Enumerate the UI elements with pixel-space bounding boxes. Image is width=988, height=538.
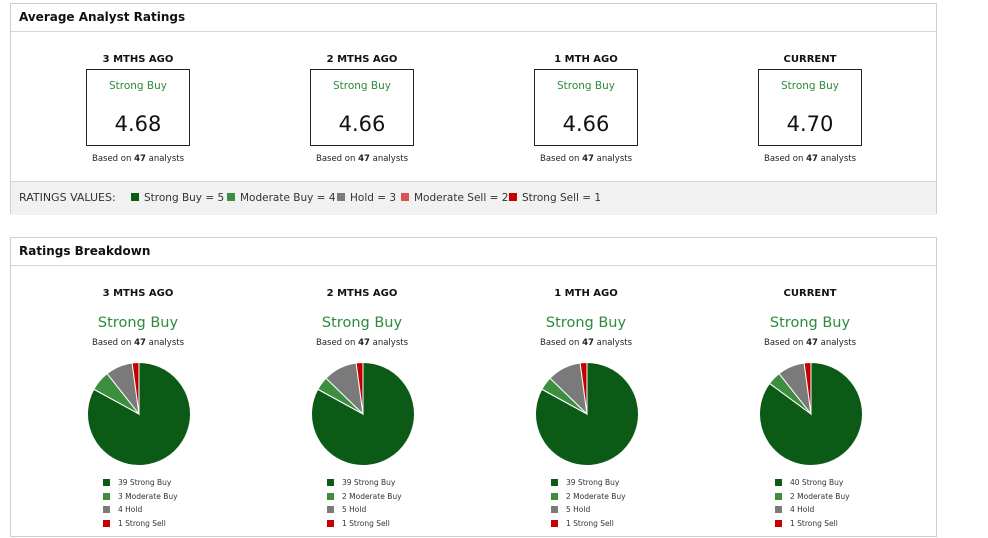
ratings-values-label: RATINGS VALUES: (19, 191, 116, 204)
breakdown-legend: 39 Strong Buy 2 Moderate Buy 5 Hold 1 St… (551, 478, 626, 532)
based-on-text: Based on 47 analysts (763, 154, 857, 164)
pie-slice-strong-sell (579, 361, 588, 415)
rating-label: Strong Buy (97, 315, 179, 331)
ratings-values-bar: RATINGS VALUES: Strong Buy = 5 Moderate … (11, 181, 936, 215)
strong-buy-swatch (131, 193, 139, 201)
average-ratings-title: Average Analyst Ratings (11, 4, 936, 32)
rating-score: 4.66 (338, 112, 386, 136)
rating-label: Strong Buy (332, 80, 392, 92)
ratings-pie-chart (311, 361, 415, 466)
rating-box: Strong Buy 4.68 (86, 69, 190, 146)
based-on-text: Based on 47 analysts (91, 154, 185, 164)
moderate-sell-swatch (401, 193, 409, 201)
legend-strong-sell: 1 Strong Sell (775, 519, 850, 533)
rating-label: Strong Buy (780, 80, 840, 92)
legend-strong-buy: 39 Strong Buy (103, 478, 178, 492)
rating-label: Strong Buy (108, 80, 168, 92)
column-heading: 1 MTH AGO (554, 288, 618, 299)
breakdown-column-current: CURRENT Strong Buy Based on 47 analysts … (710, 288, 910, 538)
strong-sell-swatch (509, 193, 517, 201)
rating-label: Strong Buy (321, 315, 403, 331)
rating-score: 4.68 (114, 112, 162, 136)
pie-slice-strong-sell (355, 361, 364, 415)
breakdown-legend: 39 Strong Buy 3 Moderate Buy 4 Hold 1 St… (103, 478, 178, 532)
average-column-current: CURRENT Strong Buy 4.70 Based on 47 anal… (710, 54, 910, 164)
based-on-text: Based on 47 analysts (763, 338, 857, 348)
legend-hold: 5 Hold (327, 505, 402, 519)
column-heading: 3 MTHS AGO (102, 288, 174, 299)
rating-score: 4.66 (562, 112, 610, 136)
legend-hold: 5 Hold (551, 505, 626, 519)
rating-score: 4.70 (786, 112, 834, 136)
ratings-breakdown-panel: Ratings Breakdown 3 MTHS AGO Strong Buy … (10, 237, 937, 537)
rating-box: Strong Buy 4.66 (310, 69, 414, 146)
breakdown-legend: 39 Strong Buy 2 Moderate Buy 5 Hold 1 St… (327, 478, 402, 532)
ratings-pie-chart (87, 361, 191, 466)
ratings-breakdown-title: Ratings Breakdown (11, 238, 936, 266)
legend-moderate-buy: 2 Moderate Buy (327, 492, 402, 506)
column-heading: 1 MTH AGO (554, 54, 618, 65)
based-on-text: Based on 47 analysts (315, 154, 409, 164)
pie-slice-strong-sell (803, 361, 812, 415)
moderate-buy-swatch (227, 193, 235, 201)
legend-moderate-buy: 3 Moderate Buy (103, 492, 178, 506)
average-ratings-panel: Average Analyst Ratings 3 MTHS AGO Stron… (10, 3, 937, 215)
column-heading: CURRENT (783, 288, 837, 299)
value-moderate-sell: Moderate Sell = 2 (401, 192, 508, 204)
value-moderate-buy: Moderate Buy = 4 (227, 192, 336, 204)
pie-slice-strong-sell (131, 361, 140, 415)
rating-label: Strong Buy (556, 80, 616, 92)
legend-moderate-buy: 2 Moderate Buy (551, 492, 626, 506)
rating-box: Strong Buy 4.66 (534, 69, 638, 146)
breakdown-legend: 40 Strong Buy 2 Moderate Buy 4 Hold 1 St… (775, 478, 850, 532)
ratings-pie-chart (535, 361, 639, 466)
legend-hold: 4 Hold (103, 505, 178, 519)
rating-box: Strong Buy 4.70 (758, 69, 862, 146)
legend-strong-sell: 1 Strong Sell (327, 519, 402, 533)
based-on-text: Based on 47 analysts (91, 338, 185, 348)
column-heading: 2 MTHS AGO (326, 288, 398, 299)
breakdown-column-1-month: 1 MTH AGO Strong Buy Based on 47 analyst… (486, 288, 686, 538)
average-column-2-months: 2 MTHS AGO Strong Buy 4.66 Based on 47 a… (262, 54, 462, 164)
legend-strong-sell: 1 Strong Sell (551, 519, 626, 533)
hold-swatch (337, 193, 345, 201)
legend-strong-buy: 39 Strong Buy (327, 478, 402, 492)
legend-hold: 4 Hold (775, 505, 850, 519)
based-on-text: Based on 47 analysts (539, 338, 633, 348)
value-hold: Hold = 3 (337, 192, 396, 204)
rating-label: Strong Buy (545, 315, 627, 331)
column-heading: 2 MTHS AGO (326, 54, 398, 65)
column-heading: CURRENT (783, 54, 837, 65)
legend-strong-sell: 1 Strong Sell (103, 519, 178, 533)
average-column-1-month: 1 MTH AGO Strong Buy 4.66 Based on 47 an… (486, 54, 686, 164)
legend-strong-buy: 39 Strong Buy (551, 478, 626, 492)
legend-strong-buy: 40 Strong Buy (775, 478, 850, 492)
based-on-text: Based on 47 analysts (315, 338, 409, 348)
based-on-text: Based on 47 analysts (539, 154, 633, 164)
average-column-3-months: 3 MTHS AGO Strong Buy 4.68 Based on 47 a… (38, 54, 238, 164)
breakdown-column-2-months: 2 MTHS AGO Strong Buy Based on 47 analys… (262, 288, 462, 538)
value-strong-sell: Strong Sell = 1 (509, 192, 601, 204)
rating-label: Strong Buy (769, 315, 851, 331)
value-strong-buy: Strong Buy = 5 (131, 192, 224, 204)
breakdown-column-3-months: 3 MTHS AGO Strong Buy Based on 47 analys… (38, 288, 238, 538)
legend-moderate-buy: 2 Moderate Buy (775, 492, 850, 506)
column-heading: 3 MTHS AGO (102, 54, 174, 65)
ratings-pie-chart (759, 361, 863, 466)
